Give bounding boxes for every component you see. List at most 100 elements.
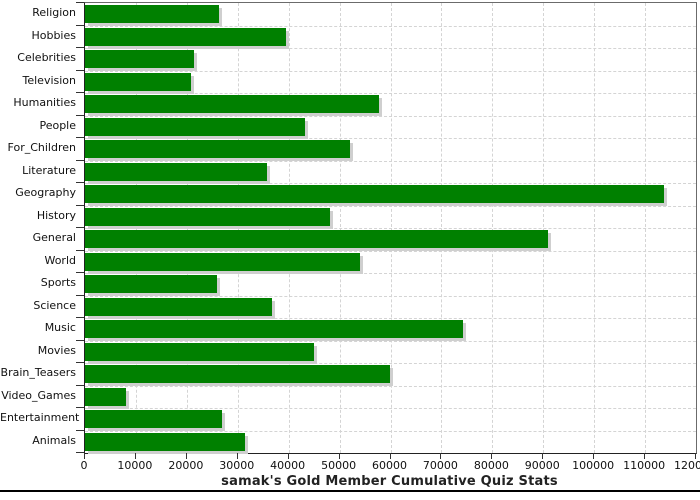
x-axis-tick (84, 453, 85, 459)
bar-brain_teasers (85, 365, 390, 383)
y-axis-tick (76, 272, 84, 273)
y-axis-label: Literature (22, 163, 76, 177)
y-axis-tick (76, 362, 84, 363)
y-axis-label: Religion (32, 6, 76, 19)
bar-sports (85, 275, 217, 293)
x-axis-tick-label: 10000 (117, 459, 153, 472)
gridline-vertical (441, 3, 443, 453)
y-axis-label: Sports (40, 276, 76, 289)
bottom-divider (0, 490, 700, 492)
y-axis-tick (76, 339, 84, 341)
y-axis-label: Entertainment (0, 411, 80, 424)
x-axis-tick (236, 453, 238, 459)
x-axis-tick-label: 80000 (473, 459, 509, 472)
gridline-vertical (492, 3, 494, 453)
y-axis-tick (76, 47, 84, 48)
y-axis-label: World (44, 253, 76, 267)
y-axis-label: Geography (15, 186, 76, 199)
y-axis-label: Celebrities (17, 51, 76, 64)
x-axis-tick (440, 453, 442, 459)
plot-area (84, 2, 697, 454)
y-axis-tick (76, 92, 84, 93)
y-axis-label: Science (33, 298, 76, 312)
y-axis-tick (76, 227, 84, 228)
y-axis-tick (76, 294, 84, 296)
bar-geography (85, 185, 664, 203)
bar-religion (85, 5, 220, 23)
x-axis-tick (593, 453, 595, 459)
bar-celebrities (85, 50, 195, 68)
x-axis-tick (287, 453, 289, 459)
bar-people (85, 117, 306, 136)
y-axis-tick (76, 114, 84, 116)
x-axis-tick (695, 453, 696, 459)
gridline-vertical (594, 3, 596, 453)
y-axis-label: Hobbies (31, 28, 76, 42)
y-axis-label: Brain_Teasers (0, 366, 76, 379)
x-axis-tick (389, 453, 391, 459)
y-axis-label: Television (22, 73, 77, 87)
x-axis-tick-label: 0 (80, 459, 88, 472)
y-axis-tick (76, 182, 84, 183)
bar-entertainment (85, 410, 222, 428)
gridline-vertical (135, 3, 137, 453)
gridline-vertical (390, 3, 392, 453)
gridline-vertical (288, 3, 290, 453)
bar-for_children (85, 140, 350, 158)
y-axis-label: Movies (37, 343, 76, 357)
bar-humanities (85, 95, 379, 113)
bar-music (85, 320, 464, 338)
y-axis-label: Humanities (13, 96, 76, 109)
y-axis-tick (76, 384, 84, 386)
x-axis-tick-label: 70000 (422, 459, 458, 472)
x-axis-tick-label: 30000 (219, 459, 255, 472)
bar-general (85, 230, 548, 248)
y-axis-tick (76, 317, 84, 318)
bar-hobbies (85, 27, 287, 46)
x-axis-tick (134, 453, 136, 459)
y-axis-label: Video_Games (1, 388, 76, 402)
x-axis-tick-label: 50000 (321, 459, 357, 472)
gridline-vertical (645, 3, 647, 453)
y-axis-tick (76, 249, 84, 251)
y-axis-label: Music (44, 321, 76, 334)
y-axis-label: General (32, 231, 76, 244)
x-axis-tick (542, 453, 544, 459)
chart-title: samak's Gold Member Cumulative Quiz Stat… (221, 474, 558, 489)
y-axis-tick (76, 452, 84, 453)
y-axis-label: History (36, 208, 76, 222)
y-axis-tick (76, 407, 84, 408)
bar-television (85, 72, 191, 91)
x-axis-tick-label: 100000 (572, 459, 615, 472)
x-axis-tick (185, 453, 187, 459)
bar-literature (85, 162, 267, 181)
y-axis-tick (76, 159, 84, 161)
bar-movies (85, 342, 315, 361)
x-axis-tick-label: 90000 (524, 459, 560, 472)
gridline-vertical (543, 3, 545, 453)
x-axis-tick (338, 453, 340, 459)
gridline-vertical (237, 3, 239, 453)
y-axis-tick (76, 204, 84, 206)
bar-world (85, 252, 361, 271)
gridline-vertical (186, 3, 188, 453)
x-axis-tick-label: 120000 (674, 459, 700, 472)
y-axis-label: For_Children (7, 141, 76, 154)
y-axis-tick (76, 429, 84, 431)
y-axis-tick (76, 24, 84, 26)
x-axis-tick-label: 110000 (623, 459, 666, 472)
gridline-vertical (339, 3, 341, 453)
bar-animals (85, 432, 246, 451)
x-axis-tick-label: 60000 (372, 459, 407, 472)
x-axis-tick (491, 453, 493, 459)
x-axis-tick-label: 40000 (270, 459, 306, 472)
y-axis-tick (76, 69, 84, 71)
y-axis-tick (76, 137, 84, 138)
x-axis-tick (644, 453, 646, 459)
x-axis-tick-label: 20000 (168, 459, 204, 472)
bar-history (85, 207, 330, 226)
bar-video_games (85, 387, 127, 406)
y-axis-label: Animals (32, 433, 76, 447)
y-axis-tick (76, 2, 84, 3)
